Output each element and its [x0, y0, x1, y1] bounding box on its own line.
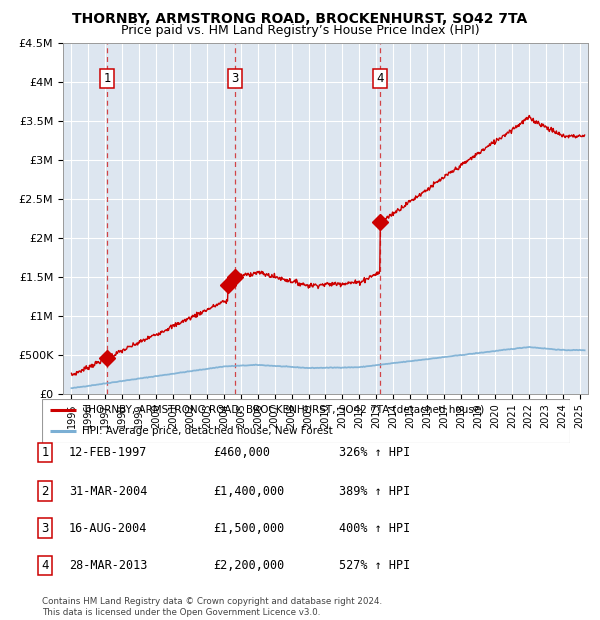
Text: 4: 4 — [41, 559, 49, 572]
Text: 527% ↑ HPI: 527% ↑ HPI — [339, 559, 410, 572]
Text: THORNBY, ARMSTRONG ROAD, BROCKENHURST, SO42 7TA: THORNBY, ARMSTRONG ROAD, BROCKENHURST, S… — [73, 12, 527, 27]
Text: HPI: Average price, detached house, New Forest: HPI: Average price, detached house, New … — [82, 426, 332, 436]
Text: 1: 1 — [104, 72, 111, 85]
Text: THORNBY, ARMSTRONG ROAD, BROCKENHURST, SO42 7TA (detached house): THORNBY, ARMSTRONG ROAD, BROCKENHURST, S… — [82, 405, 484, 415]
Text: 12-FEB-1997: 12-FEB-1997 — [69, 446, 148, 459]
Text: 1: 1 — [41, 446, 49, 459]
Text: 4: 4 — [377, 72, 384, 85]
Text: 326% ↑ HPI: 326% ↑ HPI — [339, 446, 410, 459]
Text: 3: 3 — [41, 522, 49, 534]
Text: £1,500,000: £1,500,000 — [213, 522, 284, 534]
Text: Contains HM Land Registry data © Crown copyright and database right 2024.
This d: Contains HM Land Registry data © Crown c… — [42, 598, 382, 617]
Text: 400% ↑ HPI: 400% ↑ HPI — [339, 522, 410, 534]
Text: 31-MAR-2004: 31-MAR-2004 — [69, 485, 148, 497]
Text: 28-MAR-2013: 28-MAR-2013 — [69, 559, 148, 572]
Text: 3: 3 — [231, 72, 238, 85]
Text: £460,000: £460,000 — [213, 446, 270, 459]
Text: 16-AUG-2004: 16-AUG-2004 — [69, 522, 148, 534]
Text: 389% ↑ HPI: 389% ↑ HPI — [339, 485, 410, 497]
Text: Price paid vs. HM Land Registry’s House Price Index (HPI): Price paid vs. HM Land Registry’s House … — [121, 24, 479, 37]
Text: £1,400,000: £1,400,000 — [213, 485, 284, 497]
Text: 2: 2 — [41, 485, 49, 497]
Text: £2,200,000: £2,200,000 — [213, 559, 284, 572]
